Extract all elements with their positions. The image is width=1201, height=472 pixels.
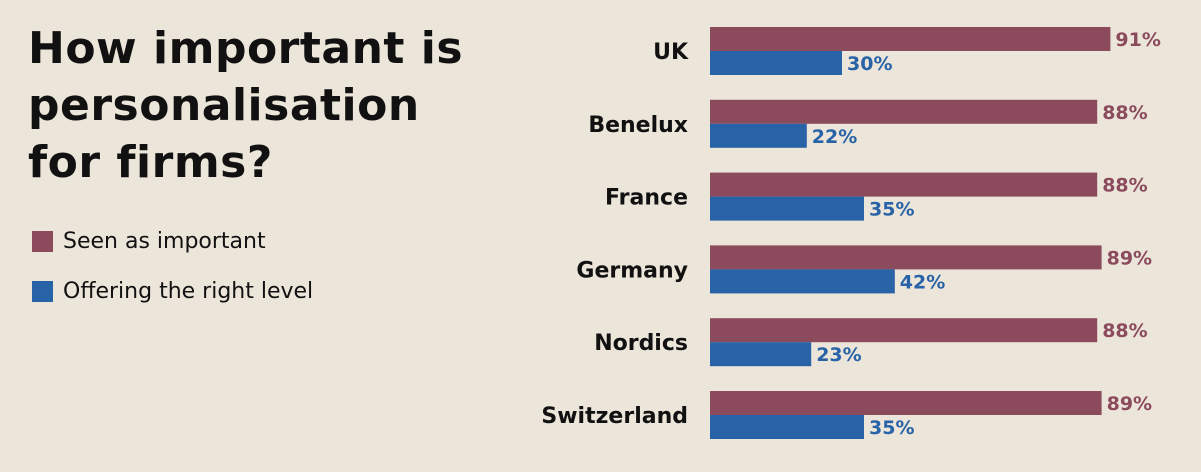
value-label-important-germany: 89% — [1107, 247, 1152, 269]
bar-important-benelux — [710, 99, 1098, 124]
value-label-offering-switzerland: 35% — [869, 417, 914, 439]
legend-item-offering-right-level: Offering the right level — [32, 278, 313, 304]
value-label-offering-france: 35% — [869, 199, 914, 221]
bar-offering-switzerland — [710, 415, 864, 439]
value-label-important-switzerland: 89% — [1107, 393, 1152, 415]
value-label-offering-germany: 42% — [900, 271, 945, 293]
legend-swatch-seen-as-important — [32, 230, 53, 252]
chart-title: How important is personalisation for fir… — [28, 23, 464, 188]
value-label-offering-nordics: 23% — [816, 344, 861, 366]
bar-offering-benelux — [710, 123, 807, 148]
bar-offering-germany — [710, 269, 895, 294]
bar-important-uk — [710, 27, 1111, 51]
category-label-france: France — [605, 186, 688, 211]
category-label-benelux: Benelux — [588, 113, 688, 138]
bar-important-france — [710, 172, 1098, 197]
value-label-important-france: 88% — [1102, 175, 1147, 197]
value-label-important-nordics: 88% — [1102, 320, 1147, 342]
value-label-important-benelux: 88% — [1102, 102, 1147, 124]
category-label-uk: UK — [653, 40, 689, 65]
legend-label-seen-as-important: Seen as important — [63, 228, 266, 254]
bar-important-germany — [710, 245, 1102, 270]
bar-offering-france — [710, 196, 864, 221]
bar-important-switzerland — [710, 391, 1102, 415]
bar-offering-uk — [710, 51, 842, 75]
value-label-important-uk: 91% — [1115, 29, 1160, 51]
category-label-nordics: Nordics — [594, 331, 688, 356]
value-label-offering-benelux: 22% — [812, 126, 857, 148]
bar-offering-nordics — [710, 342, 812, 367]
value-label-offering-uk: 30% — [847, 53, 892, 75]
bar-important-nordics — [710, 318, 1098, 343]
legend-item-seen-as-important: Seen as important — [32, 228, 313, 254]
legend: Seen as important Offering the right lev… — [32, 228, 313, 328]
legend-label-offering-right-level: Offering the right level — [63, 278, 314, 304]
category-label-germany: Germany — [576, 258, 688, 283]
legend-swatch-offering-right-level — [32, 280, 53, 302]
category-label-switzerland: Switzerland — [541, 404, 688, 429]
